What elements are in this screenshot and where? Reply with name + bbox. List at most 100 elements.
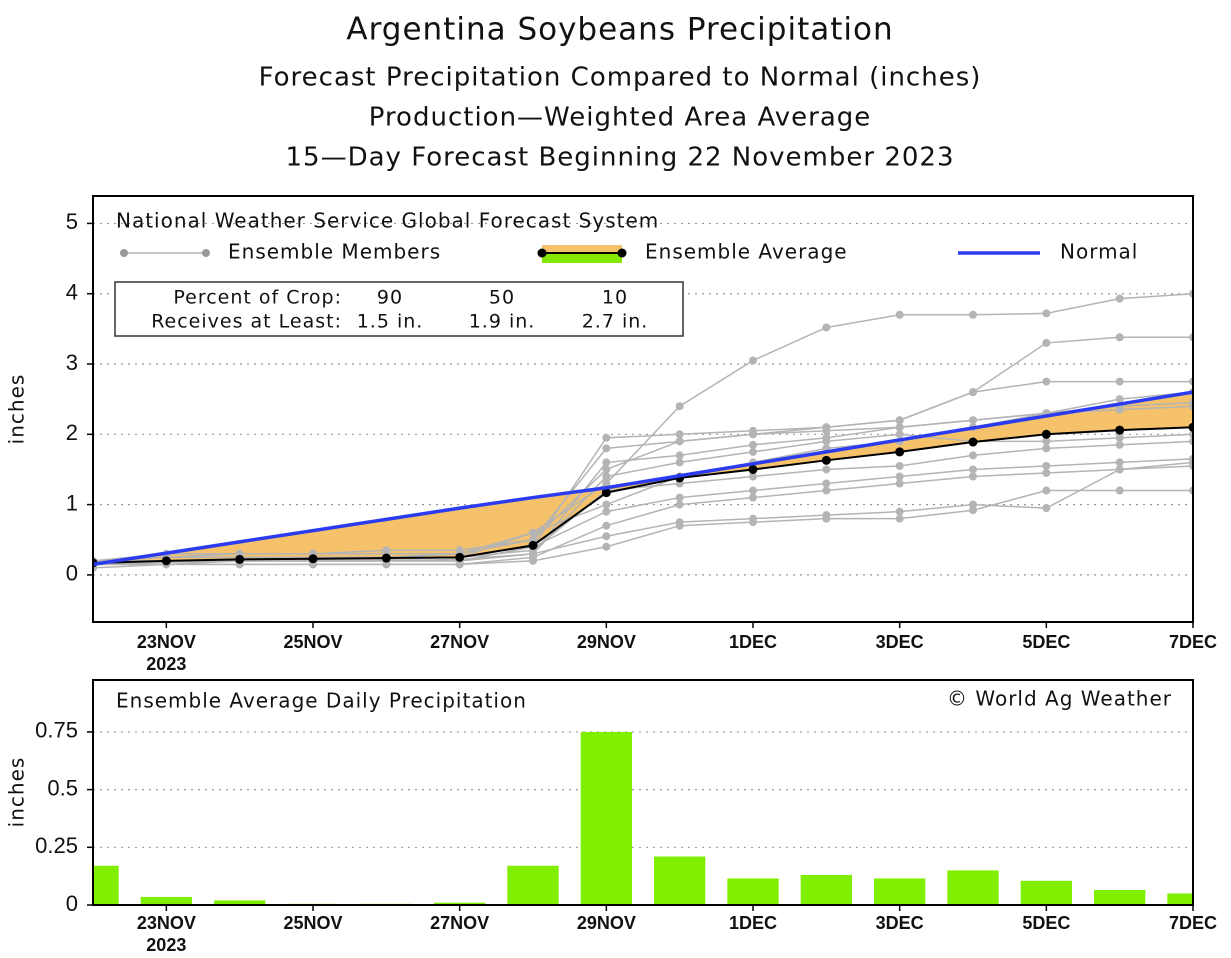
member-point: [602, 532, 611, 541]
y-axis-label: inches: [5, 374, 29, 445]
member-point: [1042, 309, 1051, 318]
bar: [140, 896, 192, 905]
member-point: [602, 433, 611, 442]
bar: [1094, 890, 1146, 905]
member-point: [895, 461, 904, 470]
bar: [947, 870, 999, 905]
member-point: [895, 514, 904, 523]
panel-title: Ensemble Average Daily Precipitation: [116, 689, 527, 713]
stats-box: [114, 281, 684, 337]
member-point: [602, 472, 611, 481]
member-point: [749, 430, 757, 439]
member-point: [749, 486, 757, 495]
member-point: [602, 458, 611, 467]
bar: [800, 875, 852, 905]
member-point: [749, 447, 757, 456]
x-tick-label: 25NOV: [283, 913, 342, 933]
member-point: [602, 507, 611, 516]
member-point: [1042, 338, 1051, 347]
legend-swatch: [542, 245, 622, 254]
member-point: [1042, 461, 1051, 470]
member-point: [675, 430, 684, 439]
stats-amount: 1.9 in.: [469, 311, 536, 333]
legend-swatch: [120, 249, 128, 257]
x-tick-label: 7DEC: [1169, 913, 1217, 933]
member-point: [1115, 333, 1124, 342]
legend-swatch: [202, 249, 210, 257]
average-point: [1041, 429, 1051, 439]
member-point: [969, 506, 977, 515]
bar: [434, 902, 486, 905]
x-tick-label: 1DEC: [729, 632, 777, 652]
member-point: [1115, 405, 1124, 414]
member-point: [1115, 440, 1124, 449]
member-point: [969, 500, 977, 509]
x-year-label: 2023: [146, 654, 186, 674]
member-point: [822, 479, 831, 488]
average-point: [161, 556, 171, 566]
member-point: [895, 479, 904, 488]
chart-title: Argentina Soybeans Precipitation: [346, 12, 893, 48]
member-point: [749, 472, 757, 481]
x-tick-label: 23NOV: [137, 632, 196, 652]
x-tick-label: 23NOV: [137, 913, 196, 933]
member-point: [1115, 458, 1124, 467]
x-tick-label: 1DEC: [729, 913, 777, 933]
member-point: [749, 356, 757, 365]
average-point: [601, 488, 611, 498]
legend-label: Ensemble Members: [228, 240, 441, 264]
member-point: [895, 507, 904, 516]
member-point: [602, 500, 611, 509]
member-point: [602, 542, 611, 551]
member-point: [1115, 377, 1124, 386]
member-point: [1042, 504, 1051, 513]
member-point: [969, 416, 977, 425]
average-point: [748, 464, 758, 474]
member-point: [895, 416, 904, 425]
bar: [580, 731, 632, 905]
member-point: [675, 500, 684, 509]
x-tick-label: 29NOV: [577, 632, 636, 652]
overlay: 0 1 2 3 4 5 23NOV 25NOV 27NOV 29NOV 1DEC 3DEC 5DEC 7D…: [35, 195, 1217, 955]
member-point: [1042, 437, 1051, 446]
member-point: [969, 451, 977, 460]
x-tick-label: 27NOV: [430, 913, 489, 933]
member-point: [822, 465, 831, 474]
credit: © World Ag Weather: [947, 687, 1172, 711]
average-point: [528, 540, 538, 550]
legend-swatch: [617, 248, 627, 258]
legend-label: Ensemble Average: [645, 240, 848, 264]
y-tick-label: 2: [66, 420, 78, 445]
member-point: [749, 493, 757, 502]
y-tick-label: 0.25: [35, 833, 78, 858]
bar: [214, 900, 266, 905]
member-point: [1042, 486, 1051, 495]
x-tick-label: 29NOV: [577, 913, 636, 933]
stats-row-label: Percent of Crop:: [173, 287, 342, 309]
member-point: [895, 430, 904, 439]
member-point: [1042, 377, 1051, 386]
member-point: [529, 549, 537, 558]
legend-swatch: [542, 254, 622, 263]
y-axis-label: inches: [5, 757, 29, 828]
subtitle: Production—Weighted Area Average: [369, 103, 872, 133]
member-point: [602, 521, 611, 530]
member-point: [382, 546, 391, 555]
normal-line: [93, 390, 1193, 567]
member-point: [822, 511, 831, 520]
stats-percent: 90: [377, 287, 403, 309]
plot-area: [93, 222, 1193, 576]
member-line: [93, 465, 1193, 569]
bar: [93, 865, 119, 905]
member-point: [675, 493, 684, 502]
member-line: [93, 433, 1193, 566]
x-tick-label: 3DEC: [876, 632, 924, 652]
stats-percent: 10: [602, 287, 628, 309]
member-line: [93, 405, 1193, 562]
y-tick-label: 0: [66, 891, 78, 916]
member-point: [602, 465, 611, 474]
bar: [727, 878, 779, 905]
legend-swatch: [537, 248, 547, 258]
member-point: [1115, 395, 1124, 404]
